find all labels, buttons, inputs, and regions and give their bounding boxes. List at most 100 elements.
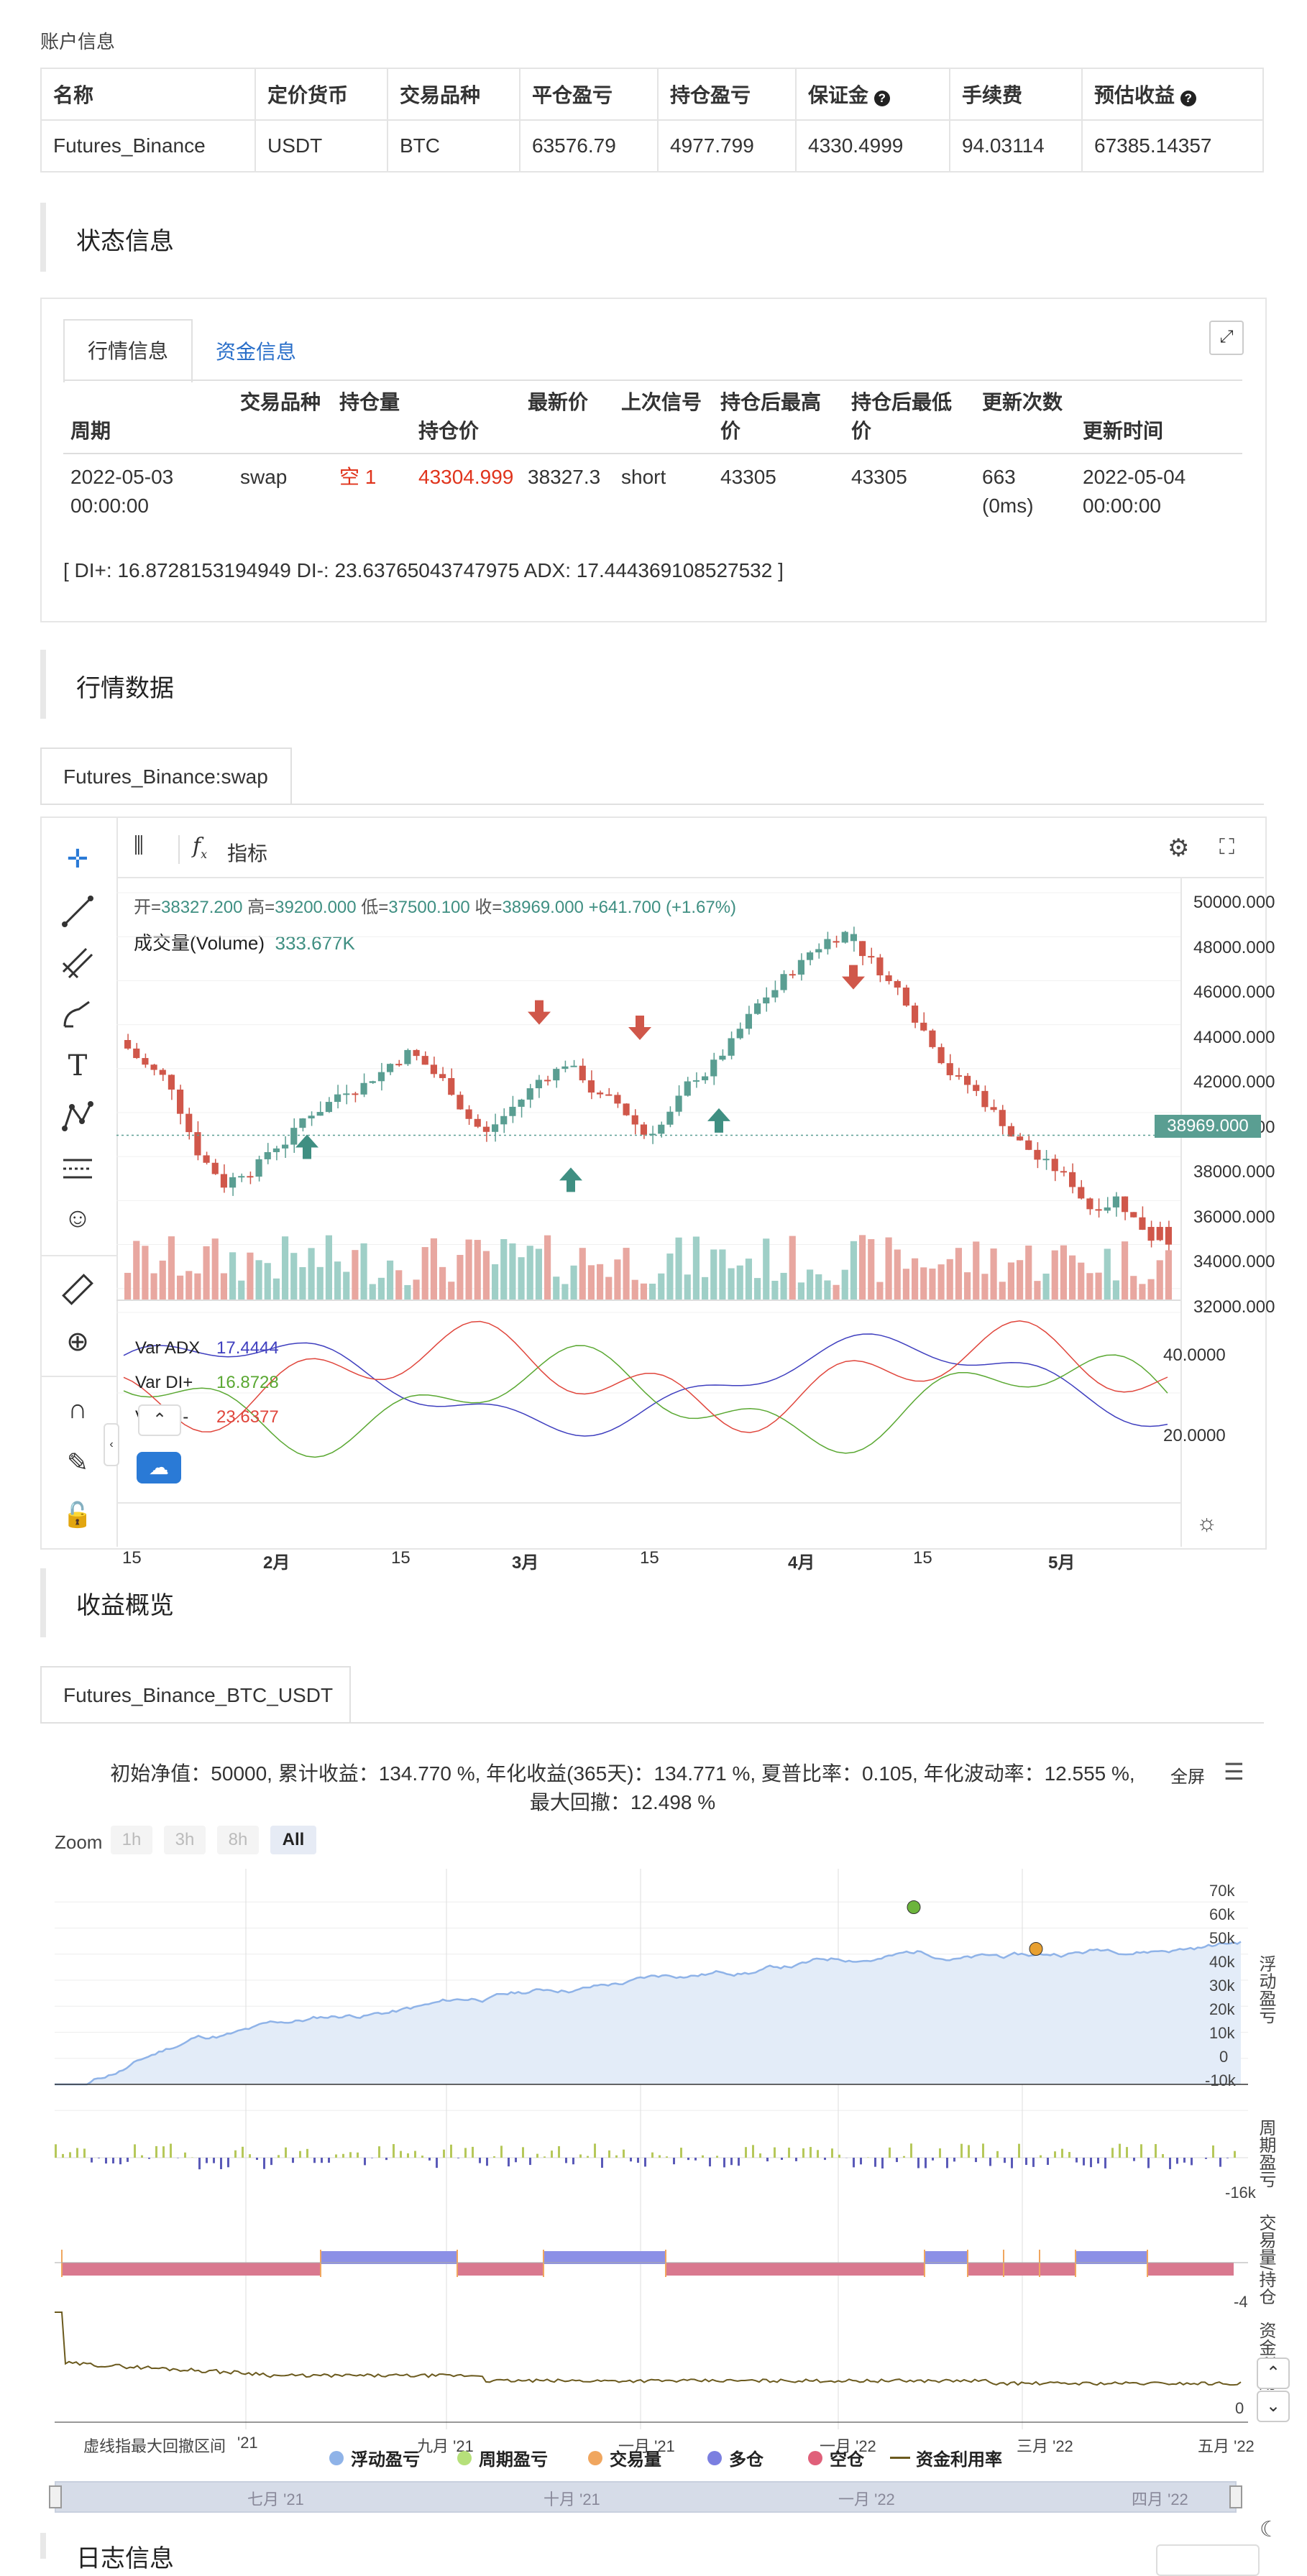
zoom-1h-button[interactable]: 1h bbox=[111, 1826, 152, 1854]
val-position: 空 1 bbox=[339, 463, 376, 492]
volume-bar bbox=[221, 1273, 227, 1300]
col-currency: 定价货币 bbox=[255, 68, 387, 120]
candle-body bbox=[265, 1152, 271, 1159]
menu-icon[interactable]: ☰ bbox=[1224, 1758, 1244, 1785]
volume-bar bbox=[746, 1259, 752, 1300]
volume-bar bbox=[395, 1270, 402, 1300]
tab-market-info[interactable]: 行情信息 bbox=[63, 319, 193, 382]
candle-body bbox=[518, 1100, 525, 1107]
settings-icon[interactable]: ⚙ bbox=[1168, 834, 1189, 862]
period-pnl-bar bbox=[62, 2154, 64, 2158]
legend-item[interactable]: 浮动盈亏 bbox=[351, 2445, 420, 2470]
scroll-up-icon[interactable]: ⌃ bbox=[1257, 2358, 1290, 2389]
fullscreen-icon[interactable]: ⛶ bbox=[1219, 835, 1234, 860]
candle-body bbox=[746, 1014, 752, 1029]
pattern-icon[interactable] bbox=[60, 1100, 95, 1134]
navigator-left-handle[interactable] bbox=[49, 2485, 62, 2508]
zoom-8h-button[interactable]: 8h bbox=[217, 1826, 259, 1854]
help-icon[interactable]: ? bbox=[874, 91, 890, 106]
candle-body bbox=[842, 932, 848, 943]
theme-toggle-icon[interactable]: ☼ bbox=[1196, 1509, 1217, 1536]
legend-item[interactable]: 多仓 bbox=[729, 2445, 763, 2470]
volume-bar bbox=[632, 1280, 638, 1300]
navigator-right-handle[interactable] bbox=[1229, 2485, 1242, 2508]
volume-bar bbox=[142, 1246, 148, 1300]
val-symbol: swap bbox=[240, 463, 287, 492]
volume-bar bbox=[693, 1236, 700, 1300]
volume-bar bbox=[229, 1252, 236, 1300]
candle-body bbox=[483, 1127, 490, 1132]
text-tool-icon[interactable]: T bbox=[60, 1049, 95, 1084]
legend-item[interactable]: 资金利用率 bbox=[916, 2445, 1002, 2470]
col-margin: 保证金 ? bbox=[796, 68, 950, 120]
ruler-icon[interactable] bbox=[60, 1272, 95, 1307]
period-pnl-bar bbox=[982, 2143, 984, 2158]
candle-body bbox=[641, 1125, 647, 1135]
function-icon[interactable]: fx bbox=[193, 834, 207, 861]
volume-bar bbox=[973, 1241, 979, 1300]
sell-signal-arrow bbox=[628, 1016, 651, 1040]
volume-bar bbox=[212, 1238, 219, 1300]
volume-bar bbox=[894, 1249, 901, 1300]
col-position-pnl: 持仓盈亏 bbox=[658, 68, 796, 120]
brush-icon[interactable] bbox=[60, 998, 95, 1032]
pnl-axis-label: 20k bbox=[1209, 2000, 1234, 2019]
legend-item[interactable]: 交易量 bbox=[610, 2445, 661, 2470]
magnet-icon[interactable]: ∩ bbox=[60, 1394, 95, 1429]
hdr-high-after: 持仓后最高价 bbox=[720, 388, 821, 446]
period-pnl-bar bbox=[170, 2144, 172, 2158]
period-pnl-bar bbox=[134, 2144, 136, 2158]
candle-body bbox=[929, 1031, 935, 1047]
crosshair-icon[interactable]: ✛ bbox=[60, 844, 95, 878]
scroll-down-icon[interactable]: ⌄ bbox=[1257, 2391, 1290, 2422]
candle-body bbox=[500, 1116, 507, 1125]
candle-body bbox=[938, 1047, 945, 1063]
logs-section-title: 日志信息 bbox=[76, 2539, 174, 2574]
tab-market-swap[interactable]: Futures_Binance:swap bbox=[40, 748, 292, 805]
collapse-up-icon[interactable]: ⌃ bbox=[138, 1404, 181, 1436]
dark-mode-icon[interactable]: ☾ bbox=[1260, 2517, 1279, 2542]
unlock-icon[interactable]: 🔓 bbox=[60, 1501, 95, 1535]
candle-body bbox=[168, 1075, 175, 1090]
logs-filter-input[interactable] bbox=[1156, 2544, 1260, 2576]
period-pnl-bar bbox=[1119, 2144, 1121, 2158]
zoom-all-button[interactable]: All bbox=[270, 1826, 316, 1854]
range-navigator[interactable] bbox=[55, 2481, 1237, 2513]
cell-name: Futures_Binance bbox=[41, 120, 255, 172]
tab-returns[interactable]: Futures_Binance_BTC_USDT bbox=[40, 1666, 351, 1724]
col-name: 名称 bbox=[41, 68, 255, 120]
volume-bar bbox=[466, 1240, 472, 1300]
zoom-3h-button[interactable]: 3h bbox=[164, 1826, 206, 1854]
candle-body bbox=[991, 1107, 997, 1110]
tab-divider bbox=[63, 380, 1242, 381]
indicator-button[interactable]: 指标 bbox=[227, 838, 267, 867]
multiline-icon[interactable] bbox=[60, 946, 95, 980]
cloud-logo-icon[interactable]: ☁ bbox=[137, 1452, 181, 1484]
pencil-lock-icon[interactable]: ✎ bbox=[60, 1448, 95, 1482]
navigator-label: 一月 '22 bbox=[838, 2487, 895, 2510]
indicator-legend-name: Var DI+ bbox=[135, 1373, 193, 1393]
time-axis-label: 15 bbox=[391, 1548, 411, 1568]
help-icon[interactable]: ? bbox=[1180, 91, 1196, 106]
collapse-left-icon[interactable]: ‹ bbox=[104, 1423, 119, 1466]
period-axis-min: -16k bbox=[1225, 2184, 1256, 2202]
expand-icon[interactable]: ⤢ bbox=[1209, 321, 1244, 355]
summary-line-2: 最大回撤：12.498 % bbox=[40, 1787, 1205, 1816]
fullscreen-button[interactable]: 全屏 bbox=[1170, 1762, 1205, 1788]
measure-tool-icon[interactable] bbox=[60, 1151, 95, 1186]
period-pnl-bar bbox=[968, 2145, 970, 2158]
trendline-icon[interactable] bbox=[60, 894, 95, 929]
max-drawdown-end-marker bbox=[1029, 1943, 1042, 1956]
tab-fund-info[interactable]: 资金信息 bbox=[216, 336, 296, 365]
dmi-indicator-chart[interactable] bbox=[116, 1301, 1180, 1502]
zoom-in-icon[interactable]: ⊕ bbox=[60, 1325, 95, 1360]
volume-bar bbox=[299, 1267, 306, 1300]
candle-type-icon[interactable]: ⫼ bbox=[134, 834, 144, 858]
period-pnl-bar bbox=[1126, 2147, 1128, 2158]
returns-chart[interactable] bbox=[55, 1869, 1262, 2429]
legend-item[interactable]: 空仓 bbox=[830, 2445, 864, 2470]
hdr-position: 持仓量 bbox=[339, 388, 400, 417]
candlestick-chart[interactable] bbox=[116, 878, 1180, 1300]
emoji-icon[interactable]: ☺ bbox=[60, 1203, 95, 1238]
legend-item[interactable]: 周期盈亏 bbox=[479, 2445, 548, 2470]
